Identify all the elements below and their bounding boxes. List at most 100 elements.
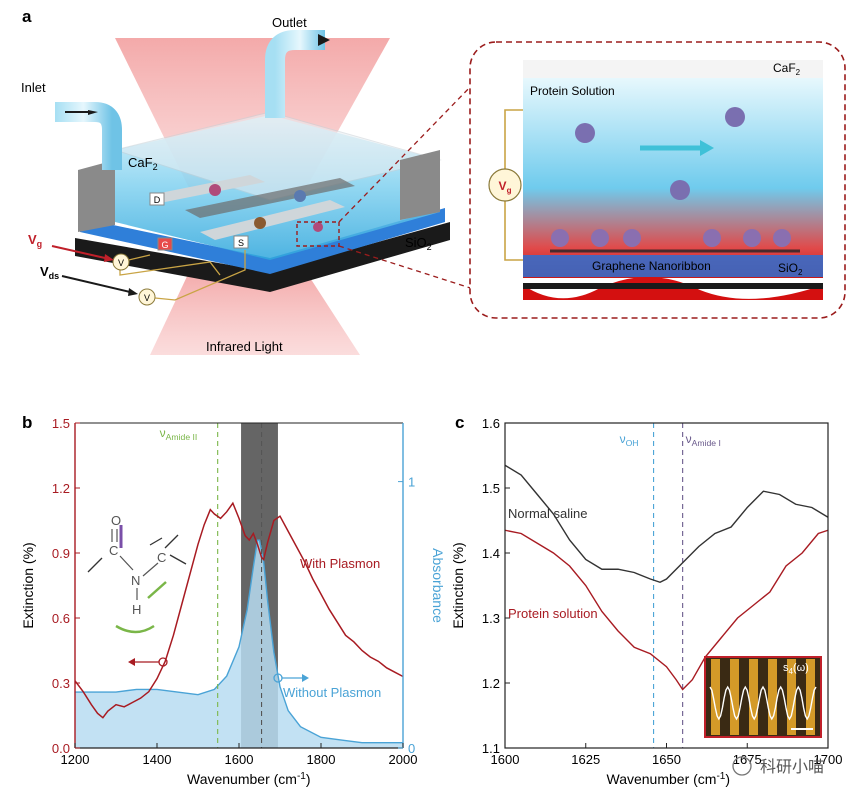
y-tick-label-c: 1.2 [482,676,500,691]
graphene-ribbons [185,178,355,218]
y2-tick-label-b: 1 [408,475,415,490]
y-tick-label-b: 1.2 [52,481,70,496]
inset-protein-solution-label: Protein Solution [530,84,615,98]
inset: Vg CaF2 Protein Solution Graphene Nanori… [469,41,846,319]
x-axis-label-b: Wavenumber (cm-1) [187,771,311,787]
g-pad [157,237,173,251]
inset-protein [591,229,609,247]
y-tick-label-c: 1.3 [482,611,500,626]
electrode-d [150,175,265,202]
infrared-beam-bottom [150,270,360,355]
outlet-pipe [265,30,325,118]
inset-sio2-label: SiO2 [778,261,803,277]
series-without-plasmon-fill [75,540,403,748]
protein-dot [209,184,221,196]
vline-label-amide-ii: νAmide II [160,426,198,442]
g-label: G [161,240,168,250]
s-label: S [238,238,244,248]
vds-label: Vds [40,264,59,281]
inlet-pipe [55,102,122,170]
vds-meter [138,288,156,306]
arrowhead-without-plasmon [302,674,309,682]
wall-left [78,160,115,232]
inset-base [523,283,823,289]
inset-sio2 [523,255,823,277]
nearfield-stripe [711,659,720,735]
outlet-arrow [318,34,330,46]
vg-arrow [51,245,106,259]
y-tick-label-c: 1.4 [482,546,500,561]
inset-caf2 [523,60,823,78]
outlet-label: Outlet [272,15,307,30]
bond-c2-left [149,537,163,546]
wire-vds [144,250,246,301]
y-axis-label-b: Extinction (%) [20,542,36,628]
bond-c2-right [169,554,187,565]
series-normal-saline [504,464,829,584]
arrowhead-with-plasmon [128,658,135,666]
inset-protein [725,107,745,127]
panel-letter-b: b [22,413,32,432]
vds-meter-label: V [144,293,150,303]
inset-protein [773,229,791,247]
bond-c2-up [164,534,179,549]
electrode-s [200,200,345,240]
nearfield-stripe [749,659,758,735]
protein-dot [313,222,323,232]
vg-label: Vg [28,232,42,249]
x-tick-label-c: 1650 [652,752,681,767]
nearfield-inset-label: s4(ω) [783,662,809,676]
inset-vg-label: Vg [499,179,512,195]
y-tick-label-b: 0.9 [52,546,70,561]
wall-right [400,150,440,220]
molecule-c2: C [157,550,166,565]
panel-letter-c: c [455,413,464,432]
series-protein-solution [504,529,829,691]
sio2-left-label: SiO2 [405,235,432,252]
inset-protein [551,229,569,247]
annotation-without-plasmon: Without Plasmon [283,685,381,700]
molecule-h: H [132,602,141,617]
molecule-o: O [111,513,121,528]
nearfield-stripe [730,659,739,735]
zoom-box [296,221,340,247]
y-axis-label-c: Extinction (%) [450,542,466,628]
inset-protein [703,229,721,247]
y2-axis-label-b: Absorbance [430,548,446,623]
series-without-plasmon-line [75,539,403,744]
vds-arrowhead [128,288,138,296]
x-axis-label-c: Wavenumber (cm-1) [607,771,731,787]
nearfield-stripe [787,659,796,735]
wire-vg [119,254,221,276]
x-tick-label-b: 1600 [225,752,254,767]
inset-vg-meter [488,168,522,202]
s-pad [233,235,249,249]
protein-dot [254,217,266,229]
inset-flow-arrowhead [700,140,714,156]
panel-letter-a: a [22,7,32,26]
vg-meter-label: V [118,258,124,268]
x-tick-label-c: 1700 [814,752,843,767]
protein-dot [294,190,306,202]
caf2-left-label: CaF2 [128,155,158,172]
y2-tick-label-b: 0 [408,741,415,756]
infrared-label: Infrared Light [206,339,283,354]
nearfield-profile [709,685,817,721]
annotation-protein-solution: Protein solution [508,606,598,621]
inset-protein [575,123,595,143]
nearfield-stripe [806,659,815,735]
series-with-plasmon-line [74,501,404,719]
nearfield-stripe [768,659,777,735]
bond-c1-left [87,557,103,573]
bond-c1-n [119,555,134,571]
y-tick-label-b: 0.3 [52,676,70,691]
y-tick-label-b: 1.5 [52,416,70,431]
inlet-arrowhead [88,110,98,115]
y-tick-label-c: 1.6 [482,416,500,431]
inset-protein [670,180,690,200]
d-pad [149,192,165,206]
vds-arrow [61,275,131,293]
inset-protein [743,229,761,247]
sio2-layer [80,208,445,274]
